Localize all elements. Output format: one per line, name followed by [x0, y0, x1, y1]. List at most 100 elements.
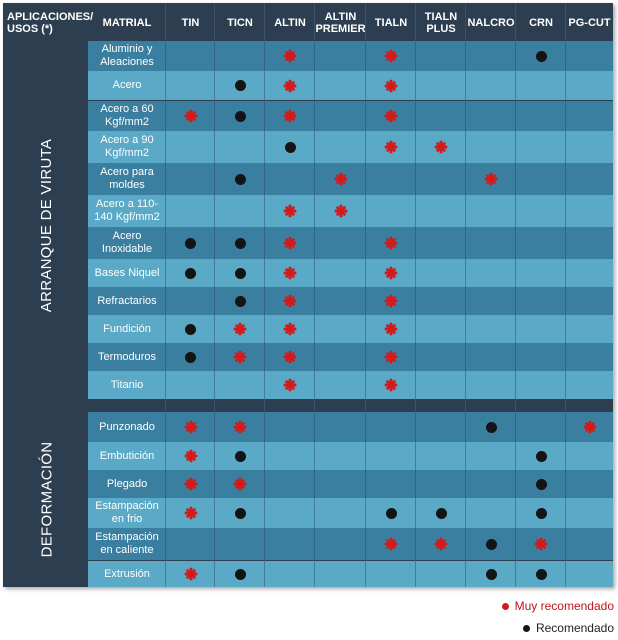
material-label: Bases Niquel	[94, 266, 160, 279]
recomendado-icon	[535, 50, 547, 62]
header-coating: PG-CUT	[568, 17, 611, 29]
recomendado-icon	[535, 478, 547, 490]
cell-divider	[515, 528, 516, 560]
cell-divider	[515, 442, 516, 470]
cell-divider	[314, 412, 315, 442]
cell-divider	[365, 470, 366, 498]
cell-divider	[415, 371, 416, 399]
cell-divider	[165, 470, 166, 498]
header-coating: CRN	[529, 17, 553, 29]
table-row: Plegado	[88, 470, 613, 498]
cell-divider	[264, 287, 265, 315]
coating-table: APLICACIONES/ USOS (*) MATRIAL TIN TICN AL…	[3, 3, 613, 587]
cell-divider	[264, 195, 265, 227]
cell-divider	[365, 528, 366, 560]
cell-divider	[214, 163, 215, 195]
recomendado-icon	[234, 568, 246, 580]
cell-divider	[465, 195, 466, 227]
cell-divider	[415, 498, 416, 528]
header-applications: APLICACIONES/ USOS (*)	[7, 11, 94, 35]
cell-divider	[515, 561, 516, 587]
cell-divider	[465, 131, 466, 163]
cell-divider	[515, 412, 516, 442]
recomendado-icon	[234, 450, 246, 462]
cell-divider	[214, 528, 215, 560]
cell-divider	[465, 442, 466, 470]
cell-divider	[415, 561, 416, 587]
table-row: Titanio	[88, 371, 613, 399]
cell-divider	[165, 498, 166, 528]
table-row: Estampación en frio	[88, 498, 613, 528]
cell-divider	[214, 498, 215, 528]
cell-divider	[165, 528, 166, 560]
material-label: Embutición	[99, 449, 155, 462]
cell-divider	[365, 315, 366, 343]
cell-divider	[465, 470, 466, 498]
cell-divider	[515, 259, 516, 287]
cell-divider	[264, 371, 265, 399]
cell-divider	[365, 287, 366, 315]
header-material: MATRIAL	[102, 17, 152, 29]
muy-recomendado-icon	[384, 322, 398, 336]
muy-recomendado-icon	[233, 322, 247, 336]
cell-divider	[264, 343, 265, 371]
cell-divider	[565, 259, 566, 287]
cell-divider	[214, 470, 215, 498]
cell-divider	[264, 163, 265, 195]
recomendado-icon	[234, 80, 246, 91]
red-star-icon	[501, 602, 509, 610]
muy-recomendado-icon	[283, 322, 297, 336]
table-row: Extrusión	[88, 561, 613, 587]
group-label: ARRANQUE DE VIRUTA	[38, 138, 56, 312]
cell-divider	[465, 343, 466, 371]
muy-recomendado-icon	[283, 294, 297, 308]
recomendado-icon	[185, 351, 196, 363]
cell-divider	[165, 195, 166, 227]
muy-recomendado-icon	[184, 567, 198, 581]
cell-divider	[465, 71, 466, 100]
recomendado-icon	[385, 507, 397, 519]
recomendado-icon	[234, 237, 246, 249]
table-row: Acero Inoxidable	[88, 227, 613, 259]
table-row: Fundición	[88, 315, 613, 343]
cell-divider	[214, 315, 215, 343]
muy-recomendado-icon	[283, 236, 297, 250]
muy-recomendado-icon	[283, 79, 297, 93]
cell-divider	[515, 470, 516, 498]
muy-recomendado-icon	[334, 204, 348, 218]
cell-divider	[214, 41, 215, 71]
group-label: DEFORMACIÓN	[38, 441, 56, 558]
cell-divider	[415, 163, 416, 195]
table-row: Embutición	[88, 442, 613, 470]
cell-divider	[415, 412, 416, 442]
cell-divider	[465, 227, 466, 259]
table-row: Aluminio y Aleaciones	[88, 41, 613, 71]
cell-divider	[415, 528, 416, 560]
material-label: Acero a 60 Kgf/mm2	[100, 103, 154, 128]
cell-divider	[165, 412, 166, 442]
recomendado-icon	[185, 267, 196, 279]
cell-divider	[565, 315, 566, 343]
cell-divider	[515, 343, 516, 371]
muy-recomendado-icon	[434, 140, 448, 154]
legend-label: Recomendado	[535, 621, 614, 635]
cell-divider	[165, 343, 166, 371]
table-row: Estampación en caliente	[88, 528, 613, 560]
table-row: Bases Niquel	[88, 259, 613, 287]
cell-divider	[565, 371, 566, 399]
table-row: Acero para moldes	[88, 163, 613, 195]
cell-divider	[415, 101, 416, 131]
cell-divider	[565, 470, 566, 498]
cell-divider	[314, 442, 315, 470]
material-label: Termoduros	[97, 350, 157, 363]
muy-recomendado-icon	[384, 109, 398, 123]
cell-divider	[314, 498, 315, 528]
cell-divider	[214, 71, 215, 100]
muy-recomendado-icon	[184, 477, 198, 491]
muy-recomendado-icon	[283, 378, 297, 392]
cell-divider	[165, 101, 166, 131]
cell-divider	[314, 41, 315, 71]
recomendado-icon	[485, 538, 497, 550]
recomendado-icon	[535, 450, 547, 462]
cell-divider	[214, 442, 215, 470]
